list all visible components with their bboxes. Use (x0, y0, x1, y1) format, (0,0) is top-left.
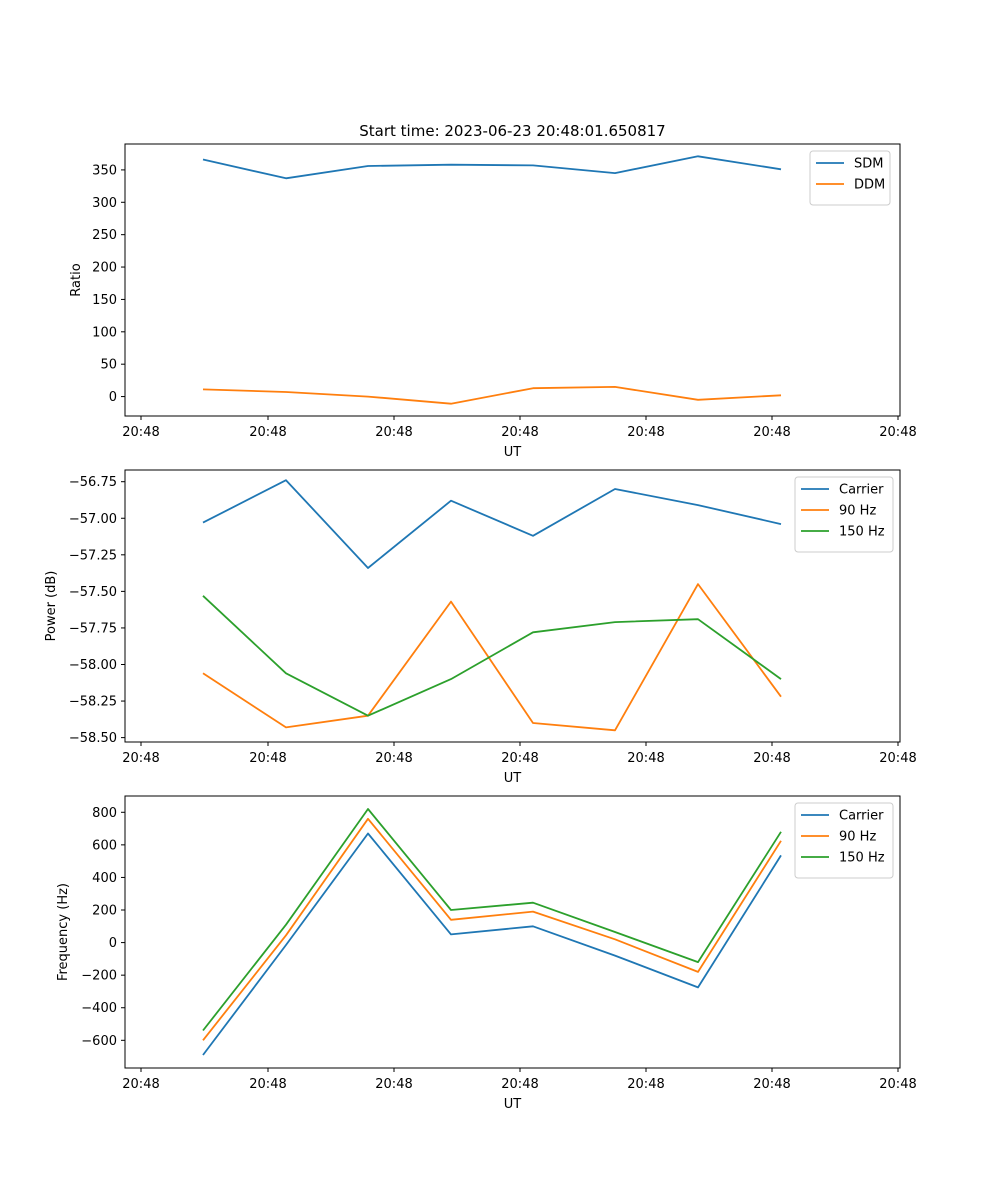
series-line-150-hz (202, 808, 782, 1032)
legend-label: Carrier (839, 483, 884, 498)
y-tick-label: −200 (81, 969, 117, 984)
x-tick-label: 20:48 (501, 751, 538, 766)
chart-panel-3: 20:48 20:48 20:48 20:48 20:48 20:48 20:48 −600 −… (56, 795, 917, 1112)
series-line-90-hz (202, 817, 782, 1041)
y-tick-label: 250 (92, 228, 117, 243)
legend: Carrier 90 Hz 150 Hz (794, 802, 894, 879)
plot-area-frame (124, 795, 901, 1069)
x-axis-label: UT (504, 1097, 522, 1112)
series-line-90-hz (202, 583, 782, 732)
x-tick-label: 20:48 (627, 751, 664, 766)
y-tick-label: −57.50 (69, 585, 117, 600)
legend-box (794, 802, 894, 879)
x-tick-label: 20:48 (879, 1077, 916, 1092)
y-tick-label: 800 (92, 806, 117, 821)
legend-label: 90 Hz (839, 504, 876, 519)
x-tick-label: 20:48 (375, 751, 412, 766)
series-line-carrier (202, 479, 782, 569)
chart-panel-1: 20:48 20:48 20:48 20:48 20:48 20:48 20:48 0 50 10… (69, 143, 917, 460)
x-tick-label: 20:48 (627, 1077, 664, 1092)
y-tick-label: −600 (81, 1034, 117, 1049)
x-tick-label: 20:48 (375, 425, 412, 440)
legend-label: Carrier (839, 809, 884, 824)
plot-area-frame (124, 469, 901, 743)
x-tick-label: 20:48 (249, 425, 286, 440)
y-tick-label: −57.75 (69, 621, 117, 636)
y-tick-label: −58.00 (69, 658, 117, 673)
y-tick-label: 300 (92, 196, 117, 211)
x-tick-label: 20:48 (501, 1077, 538, 1092)
legend-label: 90 Hz (839, 830, 876, 845)
series-line-sdm (202, 155, 782, 180)
legend: SDM DDM (809, 150, 891, 206)
y-tick-label: 150 (92, 293, 117, 308)
x-tick-label: 20:48 (753, 751, 790, 766)
y-tick-label: 200 (92, 261, 117, 276)
series-line-150-hz (202, 595, 782, 717)
plot-area-frame (124, 143, 901, 417)
x-tick-label: 20:48 (627, 425, 664, 440)
chart-panel-2: 20:48 20:48 20:48 20:48 20:48 20:48 20:48 −56.7… (44, 469, 917, 786)
legend-label: DDM (854, 178, 885, 193)
y-tick-label: −58.25 (69, 695, 117, 710)
legend-label: SDM (854, 157, 883, 172)
series-line-carrier (202, 832, 782, 1056)
x-tick-label: 20:48 (122, 1077, 159, 1092)
y-tick-label: 0 (109, 390, 117, 405)
x-tick-label: 20:48 (501, 425, 538, 440)
x-axis-label: UT (504, 771, 522, 786)
y-tick-label: 350 (92, 163, 117, 178)
y-tick-label: −57.25 (69, 548, 117, 563)
y-tick-label: 600 (92, 838, 117, 853)
y-tick-label: 0 (109, 936, 117, 951)
x-tick-label: 20:48 (753, 1077, 790, 1092)
x-tick-label: 20:48 (879, 425, 916, 440)
y-axis-label: Power (dB) (44, 571, 59, 642)
x-tick-label: 20:48 (753, 425, 790, 440)
chart-title: Start time: 2023-06-23 20:48:01.650817 (359, 122, 665, 140)
legend-box (809, 150, 891, 206)
y-tick-label: −57.00 (69, 512, 117, 527)
x-tick-label: 20:48 (122, 425, 159, 440)
y-tick-label: 100 (92, 325, 117, 340)
y-tick-label: 50 (100, 358, 117, 373)
y-tick-label: −56.75 (69, 475, 117, 490)
legend-label: 150 Hz (839, 851, 885, 866)
x-tick-label: 20:48 (249, 1077, 286, 1092)
x-tick-label: 20:48 (375, 1077, 412, 1092)
y-tick-label: 200 (92, 904, 117, 919)
x-tick-label: 20:48 (122, 751, 159, 766)
series-line-ddm (202, 385, 782, 405)
y-axis-label: Ratio (69, 263, 84, 296)
legend: Carrier 90 Hz 150 Hz (794, 476, 894, 553)
y-tick-label: −400 (81, 1001, 117, 1016)
y-tick-label: 400 (92, 871, 117, 886)
x-tick-label: 20:48 (249, 751, 286, 766)
x-tick-label: 20:48 (879, 751, 916, 766)
legend-label: 150 Hz (839, 525, 885, 540)
x-axis-label: UT (504, 445, 522, 460)
y-axis-label: Frequency (Hz) (56, 883, 71, 981)
legend-box (794, 476, 894, 553)
y-tick-label: −58.50 (69, 731, 117, 746)
